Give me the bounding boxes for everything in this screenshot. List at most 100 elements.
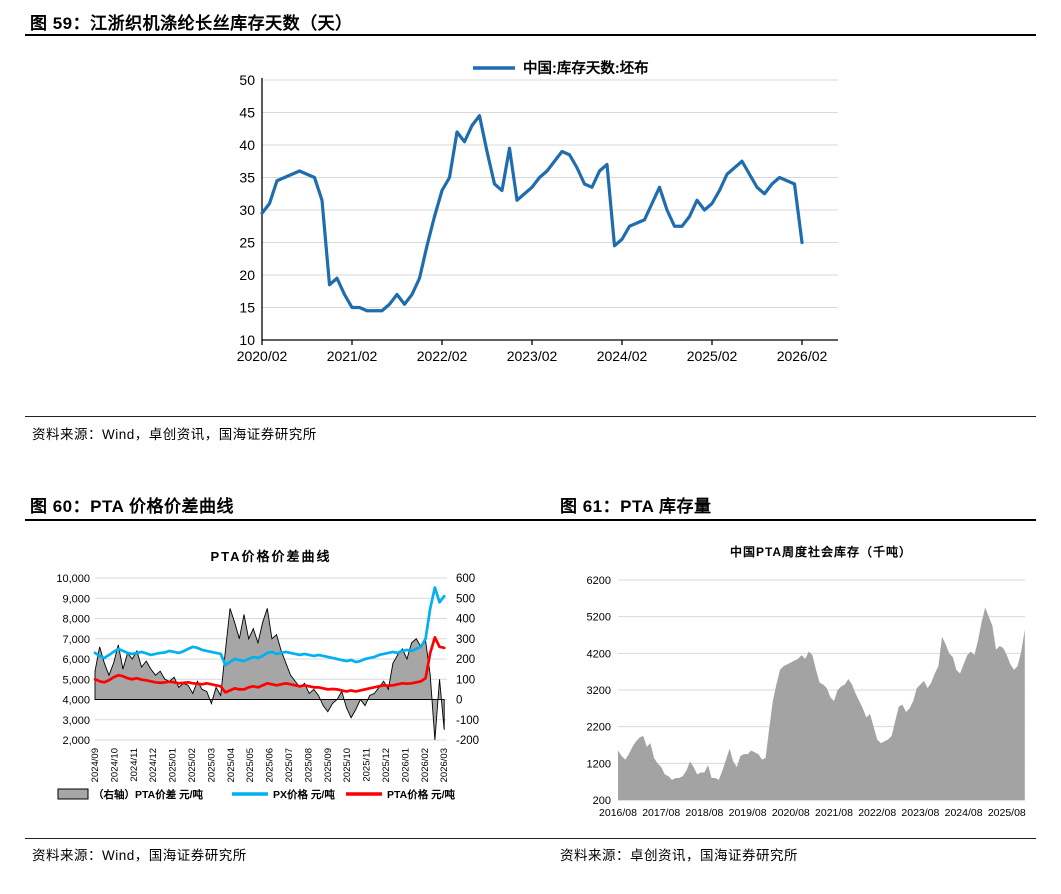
legend-swatch-area: [57, 788, 89, 800]
fig60-title: 图 60：PTA 价格价差曲线: [30, 497, 234, 516]
y-tick-label: 200: [593, 795, 611, 807]
left-tick-label: 5,000: [62, 674, 90, 686]
x-tick-label: 2022/08: [858, 807, 896, 819]
x-tick-label: 2025/02: [187, 748, 198, 782]
y-tick-label: 4200: [587, 648, 611, 660]
fig60-legend: （右轴）PTA价差 元/吨 PX价格 元/吨 PTA价格 元/吨: [57, 788, 456, 801]
fig61-chart: 200 1200 2200 3200 4200 5200 6200 2016/08 2017/0…: [587, 544, 1026, 819]
y-tick-label: 5200: [587, 612, 611, 624]
legend-label: PTA价格 元/吨: [387, 788, 456, 801]
right-tick-label: -200: [456, 735, 479, 747]
fig59-source: 资料来源：Wind，卓创资讯，国海证券研究所: [32, 427, 317, 442]
x-tick-label: 2025/09: [323, 748, 334, 782]
fig61-title: 图 61：PTA 库存量: [560, 497, 712, 516]
y-tick-label: 35: [239, 170, 255, 186]
y-tick-label: 45: [239, 105, 255, 121]
x-tick-label: 2016/08: [599, 807, 637, 819]
left-tick-label: 10,000: [56, 573, 90, 585]
x-tick-label: 2025/07: [284, 748, 295, 782]
left-tick-label: 7,000: [62, 634, 90, 646]
x-tick-label: 2020/08: [772, 807, 810, 819]
fig59-plot: 2020/02 2021/02 2022/02 2023/02 2024/02 2025/…: [237, 72, 838, 364]
legend-label: PX价格 元/吨: [273, 788, 335, 801]
y-tick-label: 30: [239, 202, 255, 218]
x-tick-label: 2021/02: [327, 348, 378, 364]
y-tick-label: 3200: [587, 685, 611, 697]
right-tick-label: 0: [456, 695, 462, 707]
fig60-chart: 10,000 9,000 8,000 7,000 6,000 5,000 4,000 3,00…: [56, 549, 479, 801]
x-tick-label: 2025/08: [988, 807, 1026, 819]
x-tick-label: 2022/02: [417, 348, 468, 364]
left-tick-label: 4,000: [62, 695, 90, 707]
left-tick-label: 6,000: [62, 654, 90, 666]
px-price-line: [93, 586, 446, 667]
x-tick-label: 2024/12: [148, 748, 159, 782]
x-tick-label: 2025/01: [168, 748, 179, 782]
right-tick-label: 100: [456, 674, 475, 686]
fig60-plot: 10,000 9,000 8,000 7,000 6,000 5,000 4,000 3,00…: [56, 573, 479, 782]
right-tick-label: 400: [456, 614, 475, 626]
fig59-legend: 中国:库存天数:坯布: [473, 59, 649, 77]
left-tick-label: 3,000: [62, 715, 90, 727]
y-tick-label: 15: [239, 300, 255, 316]
legend-label: 中国:库存天数:坯布: [523, 59, 649, 77]
x-tick-label: 2018/08: [685, 807, 723, 819]
y-tick-label: 40: [239, 137, 255, 153]
x-tick-label: 2021/08: [815, 807, 853, 819]
fig60-chart-title: PTA价格价差曲线: [210, 549, 331, 564]
x-tick-label: 2025/04: [226, 748, 237, 782]
x-tick-label: 2024/02: [597, 348, 648, 364]
right-tick-label: 300: [456, 634, 475, 646]
fig61-plot: 200 1200 2200 3200 4200 5200 6200 2016/08 2017/0…: [587, 575, 1026, 819]
x-tick-label: 2025/10: [342, 748, 353, 782]
x-tick-label: 2025/12: [381, 748, 392, 782]
x-tick-label: 2023/02: [507, 348, 558, 364]
left-tick-label: 8,000: [62, 614, 90, 626]
x-tick-label: 2024/09: [90, 748, 101, 782]
x-tick-label: 2020/02: [237, 348, 288, 364]
right-tick-label: -100: [456, 715, 479, 727]
x-tick-label: 2017/08: [642, 807, 680, 819]
x-tick-label: 2026/03: [439, 748, 450, 782]
x-tick-label: 2025/06: [265, 748, 276, 782]
fig61-chart-title: 中国PTA周度社会库存（千吨）: [730, 544, 912, 559]
x-tick-label: 2019/08: [729, 807, 767, 819]
left-tick-label: 2,000: [62, 735, 90, 747]
pta-inventory-area: [618, 607, 1025, 800]
divider: [25, 416, 1036, 417]
fig60-source: 资料来源：Wind，国海证券研究所: [32, 848, 247, 863]
x-tick-label: 2023/08: [901, 807, 939, 819]
x-tick-label: 2025/02: [687, 348, 738, 364]
y-tick-label: 20: [239, 267, 255, 283]
divider: [25, 519, 1036, 521]
x-tick-label: 2024/10: [109, 748, 120, 782]
right-tick-label: 600: [456, 573, 475, 585]
x-tick-label: 2025/11: [362, 748, 373, 782]
y-tick-label: 6200: [587, 575, 611, 587]
x-tick-label: 2026/02: [420, 748, 431, 782]
inventory-days-line: [260, 114, 804, 313]
x-tick-label: 2025/03: [206, 748, 217, 782]
fig59-title: 图 59：江浙织机涤纶长丝库存天数（天）: [30, 14, 353, 33]
pta-price-line: [93, 635, 446, 694]
x-tick-label: 2025/05: [245, 748, 256, 782]
right-tick-label: 200: [456, 654, 475, 666]
y-tick-label: 2200: [587, 722, 611, 734]
y-tick-label: 50: [239, 72, 255, 88]
divider: [25, 838, 1036, 839]
x-tick-label: 2024/11: [129, 748, 140, 782]
x-tick-label: 2026/02: [777, 348, 828, 364]
pta-spread-area: [94, 608, 445, 741]
y-tick-label: 10: [239, 332, 255, 348]
x-tick-label: 2026/01: [400, 748, 411, 782]
y-tick-label: 25: [239, 235, 255, 251]
left-tick-label: 9,000: [62, 593, 90, 605]
x-tick-label: 2025/08: [303, 748, 314, 782]
divider: [25, 34, 1036, 36]
fig61-source: 资料来源：卓创资讯，国海证券研究所: [560, 848, 798, 863]
y-tick-label: 1200: [587, 758, 611, 770]
legend-label: （右轴）PTA价差 元/吨: [93, 788, 204, 801]
fig59-chart: 2020/02 2021/02 2022/02 2023/02 2024/02 2025/…: [237, 59, 838, 364]
right-tick-label: 500: [456, 593, 475, 605]
